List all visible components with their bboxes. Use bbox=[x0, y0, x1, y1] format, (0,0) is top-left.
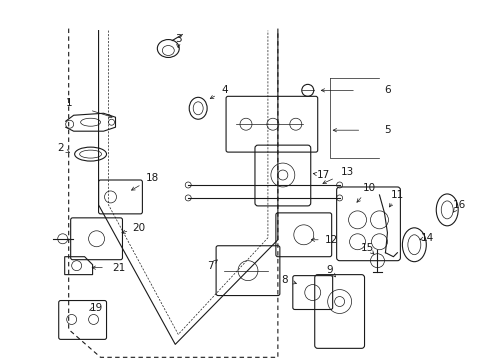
Text: 2: 2 bbox=[57, 143, 64, 153]
Text: 5: 5 bbox=[384, 125, 390, 135]
Text: 14: 14 bbox=[420, 233, 433, 243]
Text: 1: 1 bbox=[65, 98, 72, 108]
Text: 11: 11 bbox=[390, 190, 403, 200]
Text: 15: 15 bbox=[360, 243, 373, 253]
Text: 10: 10 bbox=[362, 183, 375, 193]
Text: 17: 17 bbox=[316, 170, 329, 180]
Text: 6: 6 bbox=[384, 85, 390, 95]
Text: 20: 20 bbox=[132, 223, 144, 233]
Text: 7: 7 bbox=[206, 261, 213, 271]
Text: 18: 18 bbox=[145, 173, 159, 183]
Text: 16: 16 bbox=[451, 200, 465, 210]
Text: 12: 12 bbox=[325, 235, 338, 245]
Text: 21: 21 bbox=[112, 263, 125, 273]
Text: 19: 19 bbox=[90, 302, 103, 312]
Text: 8: 8 bbox=[281, 275, 287, 285]
Text: 13: 13 bbox=[340, 167, 353, 177]
Text: 9: 9 bbox=[325, 265, 332, 275]
Text: 3: 3 bbox=[175, 33, 181, 44]
Text: 4: 4 bbox=[222, 85, 228, 95]
